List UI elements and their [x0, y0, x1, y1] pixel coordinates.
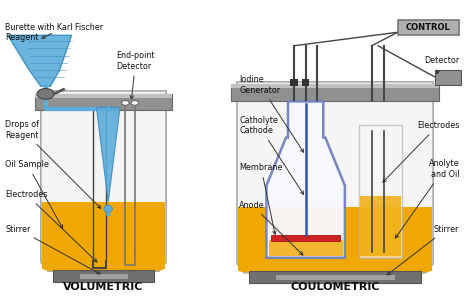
Bar	[360, 196, 401, 256]
Bar	[436, 70, 462, 85]
Text: Burette with Karl Fischer
Reagent: Burette with Karl Fischer Reagent	[5, 23, 103, 42]
Polygon shape	[237, 82, 433, 273]
Text: Iodine
Generator: Iodine Generator	[239, 75, 303, 152]
Ellipse shape	[122, 101, 129, 105]
Ellipse shape	[106, 212, 110, 216]
Bar	[79, 273, 128, 279]
Bar	[231, 84, 439, 101]
Bar	[271, 235, 340, 241]
Bar	[275, 274, 395, 280]
Bar	[398, 20, 459, 35]
Ellipse shape	[131, 101, 138, 105]
Text: Drops of
Reagent: Drops of Reagent	[5, 120, 101, 208]
Text: Anode: Anode	[239, 201, 303, 255]
Text: Membrane: Membrane	[239, 163, 283, 234]
Ellipse shape	[37, 88, 54, 99]
Bar	[290, 79, 298, 86]
Bar	[269, 240, 343, 256]
Text: VOLUMETRIC: VOLUMETRIC	[64, 282, 144, 292]
Ellipse shape	[104, 205, 112, 212]
Text: CONTROL: CONTROL	[406, 23, 451, 32]
Text: Stirrer: Stirrer	[5, 225, 100, 274]
Text: Oil Sample: Oil Sample	[5, 160, 63, 228]
Polygon shape	[8, 35, 72, 86]
Text: Electrodes: Electrodes	[5, 190, 97, 262]
Bar	[42, 202, 165, 268]
Bar	[249, 271, 421, 283]
Ellipse shape	[42, 263, 165, 274]
Bar	[238, 207, 432, 270]
Polygon shape	[96, 108, 120, 202]
Bar	[231, 84, 439, 88]
Text: Anolyte
and Oil: Anolyte and Oil	[395, 159, 459, 238]
Text: End-point
Detector: End-point Detector	[117, 51, 155, 99]
Bar	[302, 79, 310, 86]
Text: Electrodes: Electrodes	[383, 121, 459, 182]
Polygon shape	[266, 101, 345, 258]
Text: Detector: Detector	[424, 56, 459, 74]
Polygon shape	[41, 91, 166, 271]
Text: Catholyte
Cathode: Catholyte Cathode	[239, 116, 303, 194]
Bar	[35, 94, 172, 111]
Text: Stirrer: Stirrer	[387, 225, 459, 275]
Ellipse shape	[238, 265, 432, 276]
Bar	[53, 270, 155, 282]
Bar	[35, 94, 172, 98]
Bar	[359, 125, 402, 258]
Text: COULOMETRIC: COULOMETRIC	[290, 282, 380, 292]
